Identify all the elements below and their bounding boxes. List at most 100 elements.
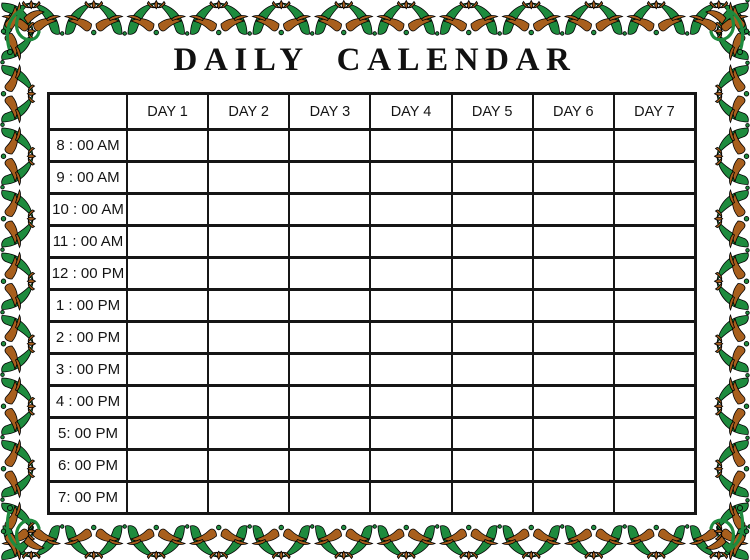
vine-tile [252,524,315,560]
schedule-cell [614,227,694,256]
schedule-cell [209,451,289,480]
schedule-cell [209,323,289,352]
schedule-cell [128,227,208,256]
schedule-cell [128,451,208,480]
schedule-cell [128,323,208,352]
schedule-cell [290,131,370,160]
vine-tile [714,373,750,436]
schedule-cell [533,483,613,512]
schedule-cell [533,195,613,224]
vine-tile [564,524,627,560]
vine-tile [714,185,750,248]
schedule-cell [371,323,451,352]
time-label-cell: 1 : 00 PM [50,291,126,320]
schedule-cell [614,419,694,448]
table-corner-cell [50,95,126,128]
vine-tile [377,524,440,560]
schedule-cell [371,387,451,416]
schedule-cell [533,291,613,320]
schedule-cell [290,451,370,480]
time-label-cell: 11 : 00 AM [50,227,126,256]
schedule-cell [128,131,208,160]
time-label-cell: 12 : 00 PM [50,259,126,288]
vine-tile [189,524,252,560]
schedule-cell [452,451,532,480]
schedule-cell [533,131,613,160]
schedule-cell [533,451,613,480]
schedule-cell [614,451,694,480]
schedule-cell [290,419,370,448]
vine-tile [714,248,750,311]
vine-tile [0,314,36,377]
time-label-cell: 7: 00 PM [50,483,126,512]
day-header-cell: DAY 1 [128,95,208,128]
schedule-cell [209,259,289,288]
schedule-cell [614,131,694,160]
day-header-cell: DAY 4 [371,95,451,128]
schedule-cell [290,163,370,192]
schedule-cell [128,419,208,448]
day-header-cell: DAY 6 [533,95,613,128]
vine-tile [189,0,252,36]
vine-tile [127,0,190,36]
day-header-cell: DAY 7 [614,95,694,128]
vine-tile [314,524,377,560]
schedule-cell [614,163,694,192]
schedule-cell [533,387,613,416]
schedule-cell [452,259,532,288]
schedule-cell [452,323,532,352]
schedule-cell [371,419,451,448]
schedule-cell [371,163,451,192]
schedule-cell [371,483,451,512]
schedule-cell [533,419,613,448]
vine-tile [564,0,627,36]
schedule-cell [209,131,289,160]
time-label-cell: 6: 00 PM [50,451,126,480]
vine-tile [439,0,502,36]
time-label-cell: 10 : 00 AM [50,195,126,224]
schedule-cell [209,355,289,384]
schedule-cell [452,291,532,320]
schedule-cell [128,483,208,512]
vine-tile [714,123,750,186]
schedule-cell [452,483,532,512]
vine-tile [502,524,565,560]
vine-tile [502,0,565,36]
schedule-cell [290,195,370,224]
vine-tile [127,524,190,560]
schedule-cell [614,291,694,320]
schedule-cell [614,323,694,352]
day-header-cell: DAY 5 [452,95,532,128]
schedule-cell [452,163,532,192]
schedule-cell [209,163,289,192]
schedule-cell [371,131,451,160]
schedule-cell [452,131,532,160]
vine-tile [0,189,36,252]
vine-tile [64,0,127,36]
time-label-cell: 5: 00 PM [50,419,126,448]
schedule-cell [128,355,208,384]
schedule-cell [614,387,694,416]
vine-tile [714,310,750,373]
schedule-cell [290,227,370,256]
vine-tile [627,524,690,560]
vine-tile [714,435,750,498]
time-label-cell: 3 : 00 PM [50,355,126,384]
schedule-cell [452,419,532,448]
schedule-cell [533,227,613,256]
vine-tile [252,0,315,36]
schedule-cell [533,323,613,352]
schedule-cell [128,291,208,320]
schedule-cell [371,451,451,480]
vine-tile [0,252,36,315]
schedule-cell [452,387,532,416]
schedule-cell [614,195,694,224]
schedule-cell [209,291,289,320]
schedule-cell [371,291,451,320]
schedule-cell [209,419,289,448]
vine-tile [314,0,377,36]
vine-tile [714,60,750,123]
schedule-cell [209,195,289,224]
vine-tile [0,377,36,440]
